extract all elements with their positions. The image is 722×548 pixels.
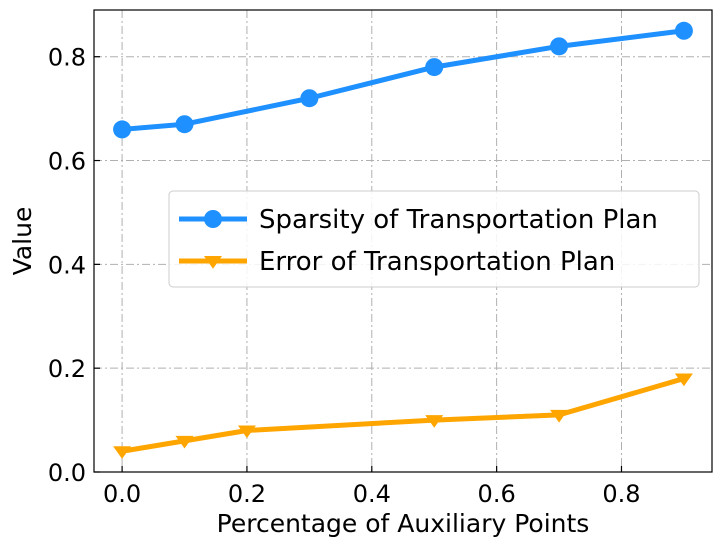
data-point-circle	[113, 120, 132, 139]
plot-frame	[93, 9, 713, 473]
y-tick-label: 0.2	[48, 355, 86, 383]
y-tick-label: 0.8	[48, 44, 86, 72]
data-point-triangle	[550, 409, 569, 423]
legend-error-marker	[204, 255, 222, 269]
data-point-circle	[425, 58, 444, 77]
y-tick-label: 0.0	[48, 459, 86, 487]
legend-sparsity-marker	[204, 210, 222, 228]
data-point-triangle	[113, 446, 132, 459]
data-point-triangle	[237, 425, 256, 439]
x-axis-label: Percentage of Auxiliary Points	[217, 509, 590, 538]
series-line	[119, 28, 687, 132]
y-tick-label: 0.4	[48, 251, 86, 279]
y-axis-label: Value	[8, 207, 37, 276]
data-point-circle	[175, 115, 194, 134]
data-point-circle	[300, 89, 319, 108]
x-tick-label: 0.8	[602, 480, 640, 508]
legend-sparsity-label: Sparsity of Transportation Plan	[259, 205, 658, 235]
data-point-circle	[674, 21, 693, 40]
legend-entry-sparsity: Sparsity of Transportation Plan	[179, 205, 658, 235]
series-error	[113, 373, 693, 459]
series-sparsity	[113, 21, 693, 139]
series-line	[119, 376, 687, 454]
data-point-triangle	[425, 415, 444, 428]
data-point-circle	[550, 37, 569, 56]
y-tick-label: 0.6	[48, 148, 86, 176]
legend-box	[168, 190, 700, 288]
legend-entry-error: Error of Transportation Plan	[179, 247, 615, 277]
series-layer	[113, 21, 693, 459]
legend-error-label: Error of Transportation Plan	[259, 247, 615, 277]
data-point-triangle	[175, 435, 194, 449]
x-tick-label: 0.4	[353, 480, 391, 508]
legend: Sparsity of Transportation Plan Error of…	[168, 190, 700, 288]
x-tick-label: 0.6	[478, 480, 516, 508]
data-point-triangle	[674, 373, 693, 387]
x-tick-label: 0.0	[103, 480, 141, 508]
x-tick-label: 0.2	[228, 480, 266, 508]
ticks: 0.0 0.2 0.4 0.6 0.8 0.0 0.2 0.4 0.6 0.8	[48, 44, 641, 508]
